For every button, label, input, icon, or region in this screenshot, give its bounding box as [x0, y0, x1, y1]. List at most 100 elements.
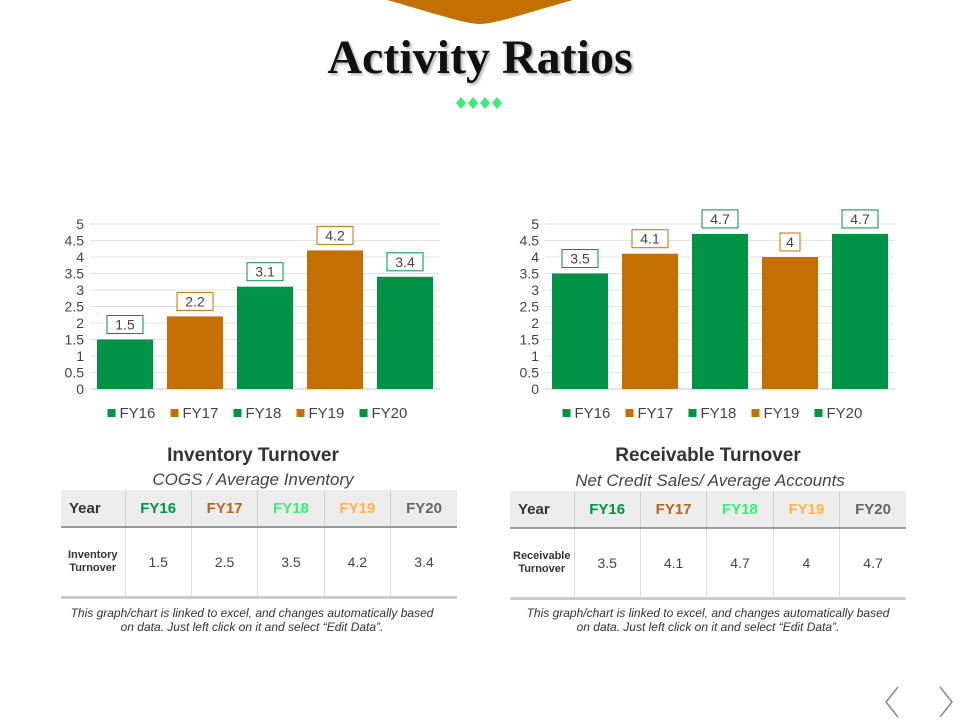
note-line2: on data. Just left click on it and selec… [120, 620, 384, 634]
y-tick-label: 2 [76, 315, 84, 331]
diamond-2 [468, 97, 478, 109]
page-title: Activity Ratios [327, 31, 633, 84]
row-label: Inventory Turnover [61, 527, 126, 598]
y-tick-label: 0 [76, 381, 84, 397]
note-line1: This graph/chart is linked to excel, and… [526, 606, 890, 620]
data-label: 4.1 [640, 231, 660, 247]
y-tick-label: 2 [531, 315, 539, 331]
y-tick-label: 5 [76, 216, 84, 232]
legend-label: FY16 [575, 405, 611, 422]
chevron-right-icon[interactable] [930, 684, 960, 720]
inventory-turnover-formula: COGS / Average Inventory [152, 470, 354, 489]
value-fy16: 1.5 [125, 527, 192, 598]
receivable-turnover-heading: Receivable Turnover [615, 445, 801, 466]
note-line2: on data. Just left click on it and selec… [576, 620, 840, 634]
inventory-chart-note: This graph/chart is linked to excel, and… [52, 606, 452, 634]
bar-fy17 [622, 253, 678, 389]
legend-label: FY16 [120, 405, 156, 422]
data-label: 3.1 [255, 264, 275, 280]
inventory-turnover-chart[interactable]: 0 0.5 1 1.5 2 2.5 3 3.5 4 4.5 5 1.5 2.2 3.1 4.2 3.4 FY16… [50, 200, 460, 440]
legend-swatch [233, 409, 242, 417]
legend-swatch [107, 409, 116, 417]
inventory-turnover-heading: Inventory Turnover [167, 445, 339, 466]
data-label-box [106, 315, 144, 334]
legend-swatch [751, 409, 760, 417]
bar-fy19 [762, 257, 818, 389]
year-fy18-header: FY18 [706, 491, 774, 529]
data-label: 3.4 [395, 254, 415, 270]
chevron-left-icon[interactable] [878, 684, 908, 720]
legend-label: FY17 [183, 405, 219, 422]
year-fy19-header: FY19 [324, 490, 392, 528]
data-label: 4 [786, 234, 794, 250]
bar-fy18 [692, 233, 748, 389]
row-label: Receivable Turnover [510, 528, 575, 599]
y-tick-label: 1 [531, 348, 539, 364]
legend-swatch [170, 409, 179, 417]
data-label-box [246, 262, 284, 282]
data-label-box [386, 252, 424, 272]
diamond-1 [456, 97, 466, 109]
value-fy18: 3.5 [257, 527, 325, 598]
bar-fy16 [97, 339, 153, 389]
top-tab-decoration [387, 0, 573, 24]
receivable-turnover-chart[interactable]: 0 0.5 1 1.5 2 2.5 3 3.5 4 4.5 5 3.5 4.1 4.7 4 4.7 FY16 FY… [505, 200, 915, 440]
data-label-box [316, 225, 354, 245]
bar-fy16 [552, 273, 608, 389]
legend-label: FY20 [827, 405, 863, 422]
year-fy20-header: FY20 [839, 491, 906, 529]
diamond-3 [480, 97, 490, 109]
top-tab-shape [387, 0, 573, 24]
legend-label: FY17 [638, 405, 674, 422]
data-label: 4.2 [325, 227, 345, 243]
table-row: Receivable Turnover 3.5 4.1 4.7 4 4.7 [510, 528, 906, 599]
y-tick-label: 2.5 [65, 299, 85, 315]
diamond-4 [492, 97, 502, 109]
bar-fy20 [832, 233, 888, 389]
bar-fy19 [307, 250, 363, 389]
y-tick-label: 1 [76, 348, 84, 364]
y-tick-label: 4 [76, 249, 84, 265]
year-fy16-header: FY16 [125, 490, 192, 528]
y-tick-label: 0 [531, 381, 539, 397]
receivable-chart-note: This graph/chart is linked to excel, and… [508, 606, 908, 634]
data-label-box [779, 232, 801, 252]
legend-label: FY18 [701, 405, 737, 422]
y-tick-label: 5 [531, 216, 539, 232]
table-header-row: Year FY16 FY17 FY18 FY19 FY20 [510, 491, 906, 529]
year-fy18-header: FY18 [257, 490, 325, 528]
value-fy19: 4 [773, 528, 841, 599]
row-label-line2: Turnover [69, 562, 117, 574]
y-tick-label: 1.5 [520, 332, 540, 348]
year-header: Year [61, 490, 126, 528]
y-tick-label: 3 [76, 282, 84, 298]
bar-chart-svg: 00.511.522.533.544.551.52.23.14.23.4FY16… [65, 216, 440, 422]
legend-swatch [688, 409, 697, 417]
value-fy17: 4.1 [640, 528, 708, 599]
receivable-turnover-table: Year FY16 FY17 FY18 FY19 FY20 Receivable… [510, 491, 906, 600]
legend-label: FY19 [764, 405, 800, 422]
y-tick-label: 4.5 [65, 233, 85, 249]
value-fy20: 3.4 [414, 554, 434, 570]
bar-fy18 [237, 286, 293, 389]
year-fy17-header: FY17 [191, 490, 259, 528]
table-header-row: Year FY16 FY17 FY18 FY19 FY20 [61, 490, 457, 528]
legend-label: FY20 [372, 405, 408, 422]
legend-label: FY18 [246, 405, 282, 422]
legend-swatch [359, 409, 368, 417]
row-label-line2: Turnover [518, 563, 566, 575]
row-label-line1: Inventory [67, 549, 118, 561]
y-tick-label: 0.5 [65, 365, 85, 381]
note-line1: This graph/chart is linked to excel, and… [70, 606, 434, 620]
legend-label: FY19 [309, 405, 345, 422]
inventory-turnover-table: Year FY16 FY17 FY18 FY19 FY20 Inventory … [61, 490, 457, 599]
y-tick-label: 3.5 [65, 266, 85, 282]
y-tick-label: 4.5 [520, 233, 540, 249]
year-fy19-header: FY19 [773, 491, 841, 529]
legend-swatch [562, 409, 571, 417]
value-fy16: 3.5 [574, 528, 641, 599]
diamond-divider-icon [456, 97, 502, 109]
data-label-box [841, 209, 879, 229]
y-tick-label: 2.5 [520, 299, 540, 315]
